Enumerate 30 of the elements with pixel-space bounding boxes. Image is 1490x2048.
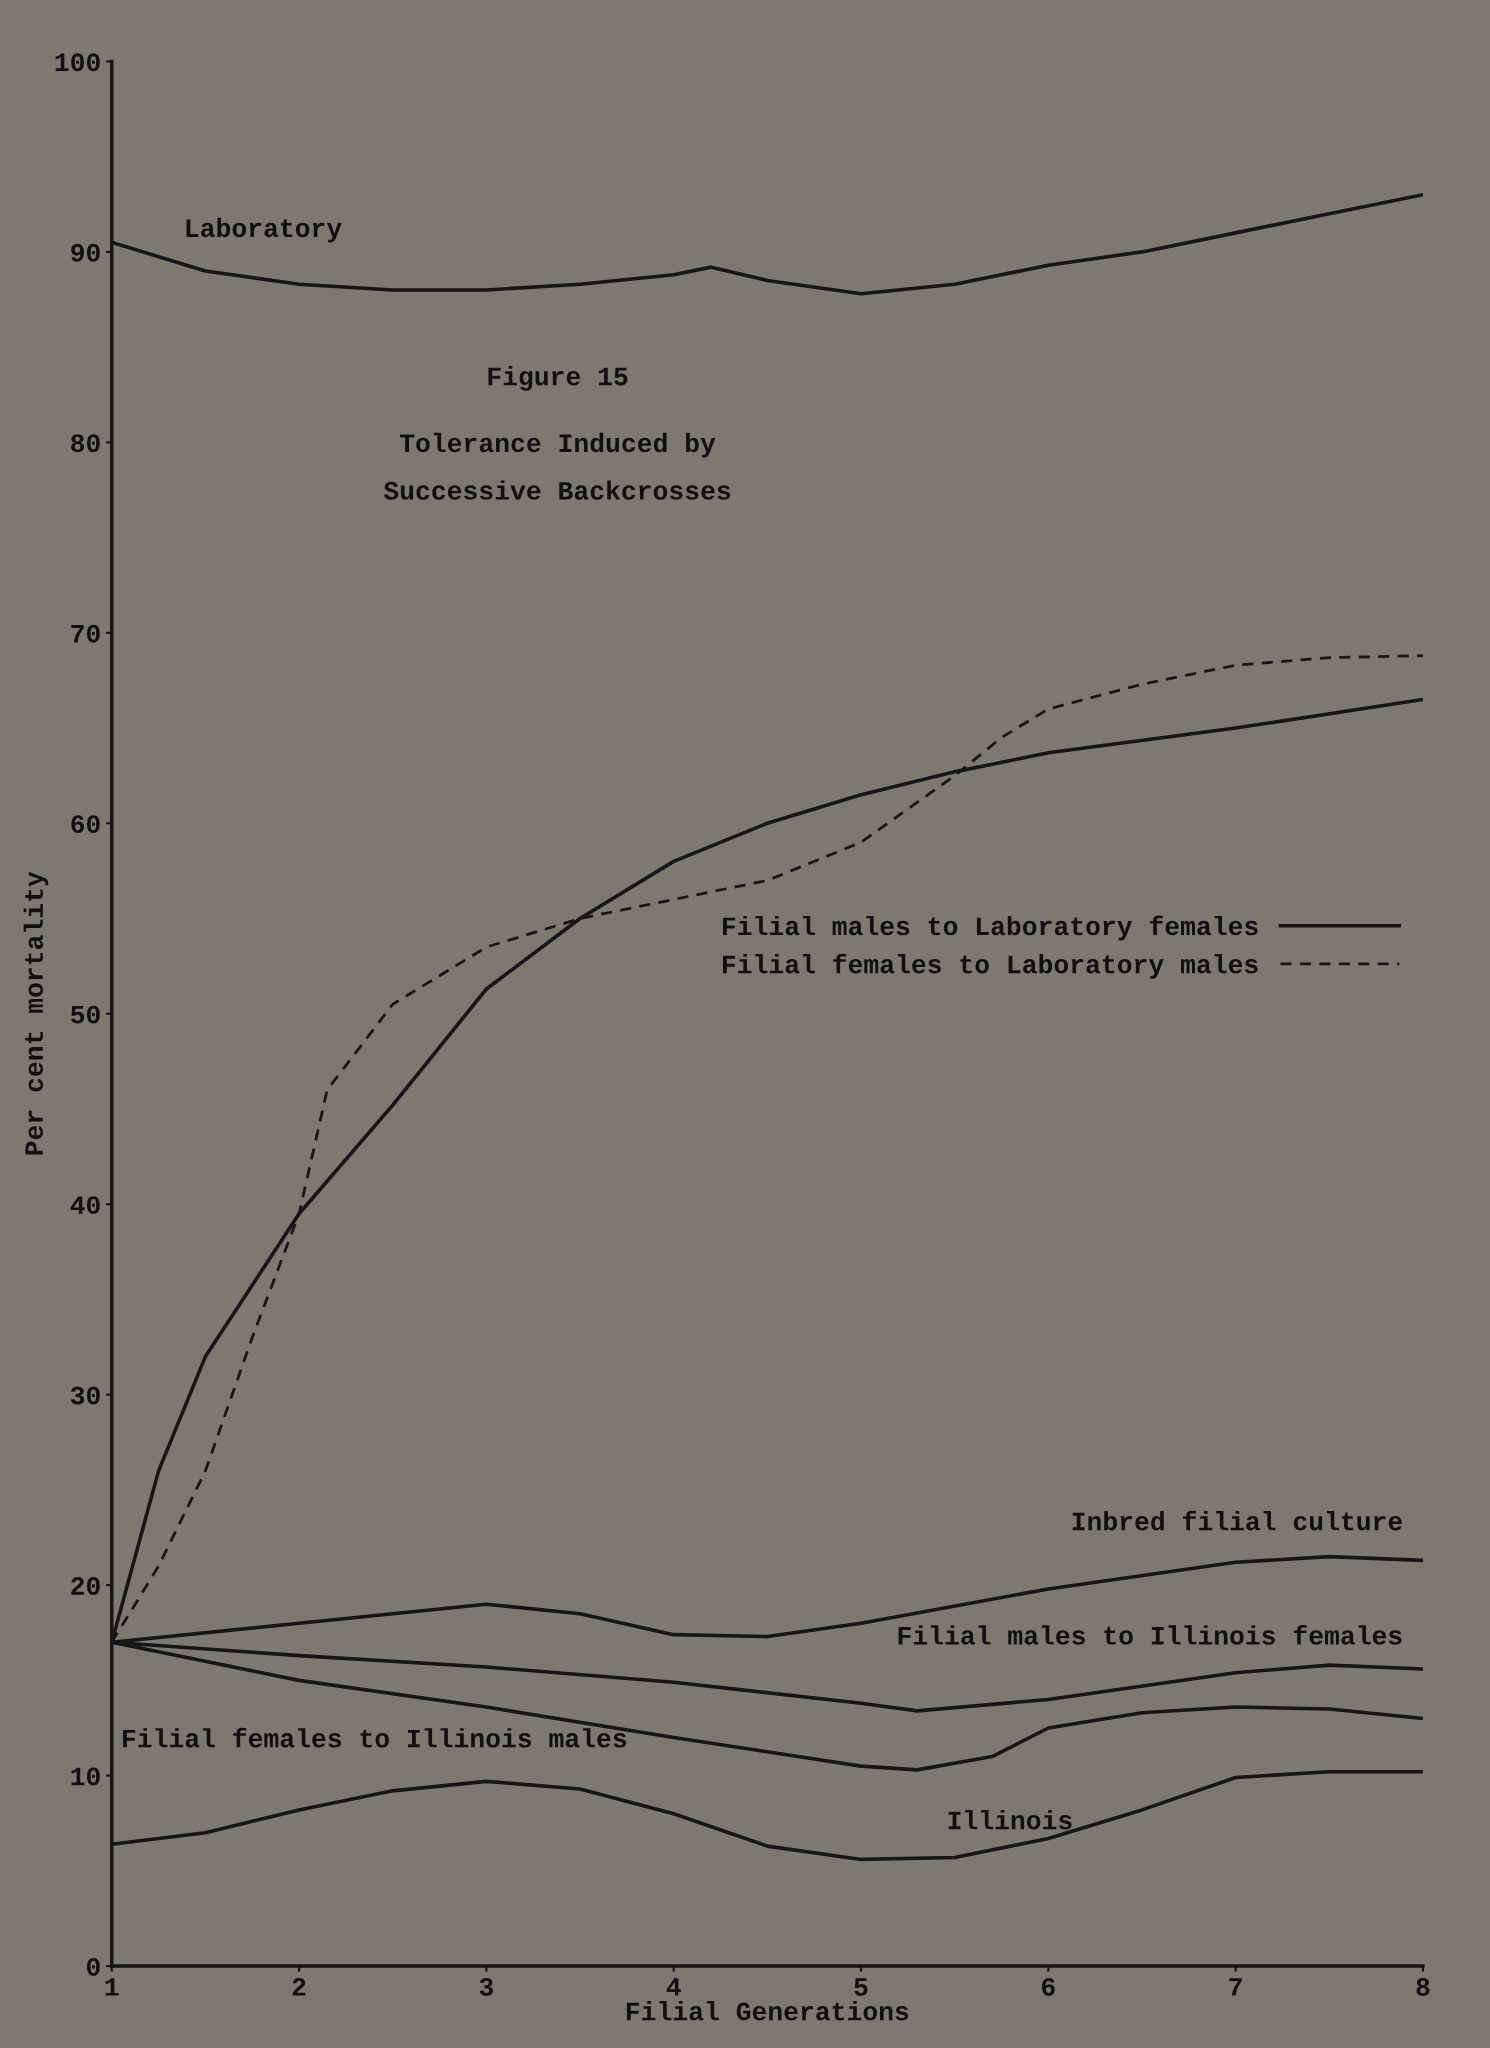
y-tick-label: 20 <box>71 1577 100 1595</box>
y-axis-title: Per cent mortality <box>23 871 49 1155</box>
annotation: Illinois <box>948 1810 1072 1830</box>
y-tick-label: 40 <box>70 1196 100 1215</box>
x-tick-label: 8 <box>1416 1977 1430 1996</box>
annotation: Laboratory <box>186 217 342 243</box>
y-tick-label: 0 <box>87 1957 100 1976</box>
y-tick-label: 100 <box>55 53 100 72</box>
legend-label: Filial females to Laboratory males <box>723 953 1258 979</box>
x-tick-label: 5 <box>854 1978 868 1996</box>
y-tick-label: 80 <box>71 434 100 453</box>
annotation: Filial females to Illinois males <box>123 1727 627 1748</box>
y-tick-label: 90 <box>71 243 100 262</box>
text: Figure 15 <box>488 366 628 391</box>
x-axis-title: Filial Generations <box>626 2001 909 2021</box>
x-tick-label: 1 <box>105 1978 119 1996</box>
y-tick-label: 70 <box>71 624 100 643</box>
y-tick-label: 60 <box>71 815 100 834</box>
y-tick-label: 10 <box>71 1767 100 1786</box>
x-tick-label: 6 <box>1042 1977 1055 1996</box>
annotation: Filial males to Illinois females <box>898 1624 1402 1645</box>
x-tick-label: 3 <box>479 1977 493 1996</box>
text: Tolerance Induced by Successive Backcrosses <box>383 432 731 500</box>
x-tick-label: 4 <box>666 1978 681 1996</box>
x-tick-label: 7 <box>1229 1978 1242 1996</box>
legend-label: Filial males to Laboratory females <box>723 915 1258 941</box>
x-tick-label: 2 <box>292 1977 306 1996</box>
y-tick-label: 50 <box>71 1005 100 1024</box>
annotation: Inbred filial culture <box>1072 1510 1402 1531</box>
y-tick-label: 30 <box>70 1386 100 1405</box>
